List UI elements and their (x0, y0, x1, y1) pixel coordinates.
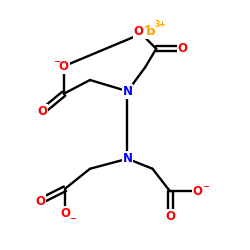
Text: −: − (53, 57, 60, 66)
Text: −: − (202, 182, 209, 191)
Text: 3+: 3+ (155, 20, 166, 29)
Text: O: O (59, 60, 69, 73)
Text: O: O (38, 105, 48, 118)
Text: O: O (178, 42, 188, 55)
Text: N: N (122, 85, 132, 98)
Text: Tb: Tb (138, 25, 157, 38)
Text: N: N (122, 152, 132, 165)
Text: O: O (192, 185, 202, 198)
Text: −: − (69, 214, 76, 223)
Text: O: O (134, 25, 144, 38)
Text: O: O (35, 195, 45, 208)
Text: O: O (165, 210, 175, 223)
Text: O: O (60, 207, 70, 220)
